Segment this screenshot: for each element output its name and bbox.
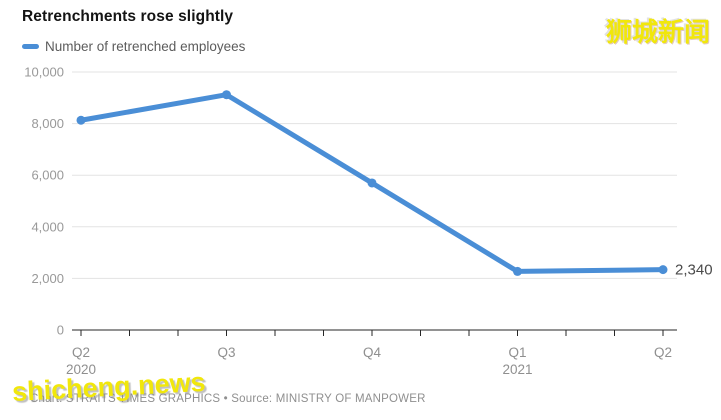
source-attribution: Chart: STRAITS TIMES GRAPHICS • Source: … — [30, 393, 426, 405]
y-axis-label: 6,000 — [31, 168, 64, 183]
legend: Number of retrenched employees — [22, 39, 245, 54]
data-point-marker — [222, 90, 231, 100]
data-point-marker — [513, 266, 522, 276]
legend-line-swatch-icon — [22, 44, 39, 49]
x-axis-label: Q2 — [654, 345, 672, 360]
x-axis-label: Q2 — [72, 345, 90, 360]
data-point-marker — [76, 115, 86, 125]
x-axis-label: Q4 — [363, 345, 382, 360]
legend-label: Number of retrenched employees — [45, 39, 246, 54]
page-title: Retrenchments rose slightly — [22, 8, 234, 25]
data-point-marker — [658, 265, 668, 275]
x-axis-year-label: 2021 — [502, 362, 532, 377]
end-value-label: 2,340 — [675, 262, 713, 279]
x-axis-year-label: 2020 — [66, 362, 96, 377]
y-axis-label: 10,000 — [24, 65, 64, 80]
y-axis-label: 8,000 — [31, 116, 64, 131]
x-axis-label: Q3 — [217, 345, 235, 360]
y-axis-label: 2,000 — [31, 271, 64, 286]
y-axis-label: 0 — [57, 323, 64, 338]
data-point-marker — [367, 178, 377, 188]
watermark-chinese: 狮城新闻 — [605, 17, 710, 47]
x-axis-label: Q1 — [508, 345, 526, 360]
y-axis-label: 4,000 — [31, 219, 64, 234]
